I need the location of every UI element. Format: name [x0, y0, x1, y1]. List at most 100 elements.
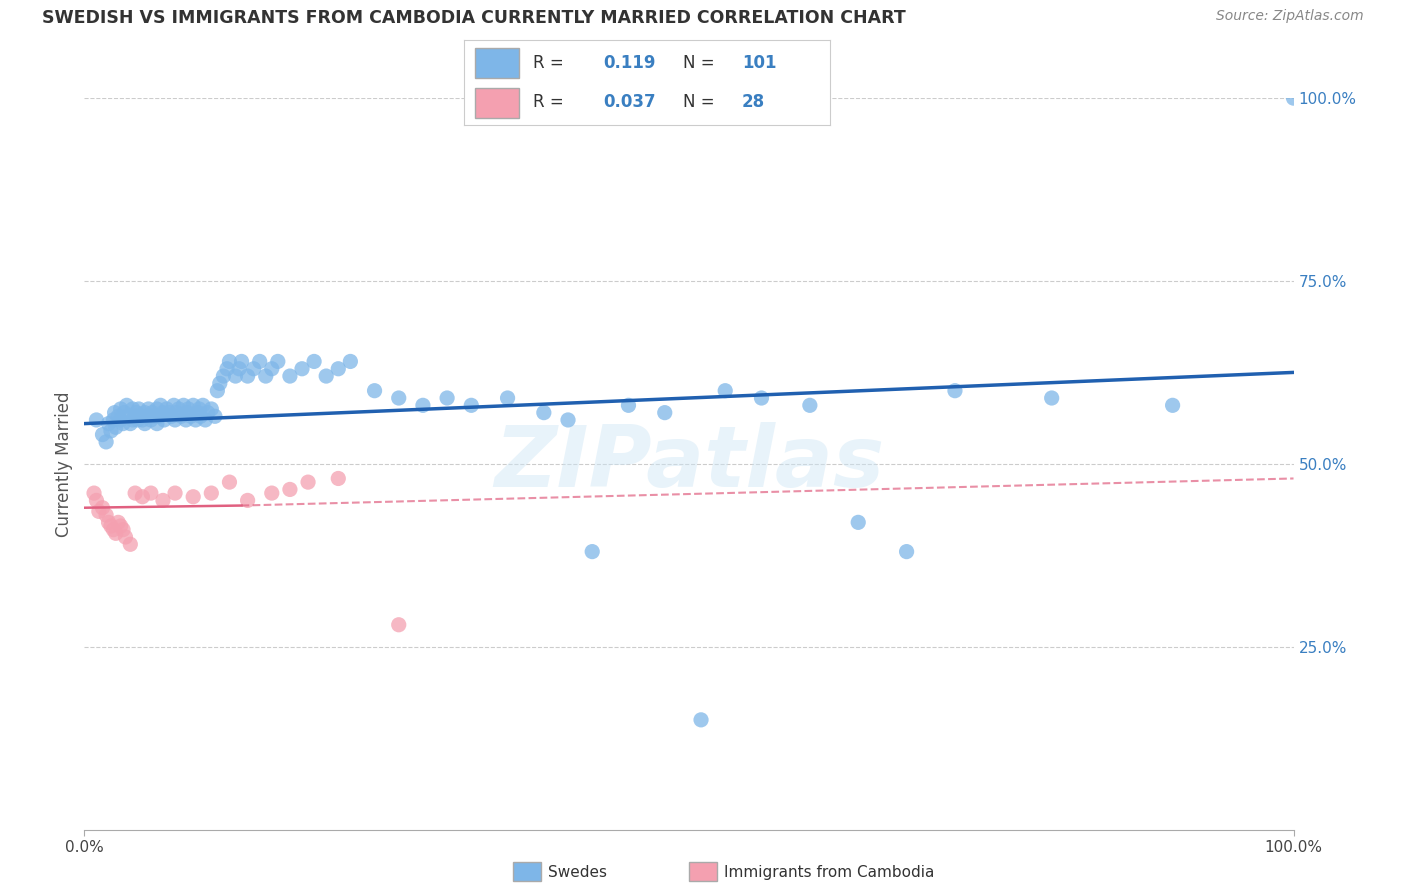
- Point: [581, 544, 603, 558]
- Point: [208, 376, 231, 391]
- Point: [188, 402, 211, 417]
- Text: N =: N =: [683, 54, 714, 72]
- Text: 28: 28: [742, 93, 765, 111]
- Point: [187, 406, 209, 420]
- Point: [215, 361, 238, 376]
- Point: [218, 475, 240, 490]
- Point: [436, 391, 458, 405]
- Point: [617, 398, 640, 412]
- Point: [190, 409, 212, 424]
- Point: [173, 398, 195, 412]
- Point: [143, 409, 166, 424]
- Point: [242, 361, 264, 376]
- Point: [460, 398, 482, 412]
- Point: [236, 369, 259, 384]
- Point: [846, 516, 869, 530]
- Text: R =: R =: [533, 54, 564, 72]
- Point: [129, 409, 152, 424]
- Text: 0.119: 0.119: [603, 54, 655, 72]
- Text: SWEDISH VS IMMIGRANTS FROM CAMBODIA CURRENTLY MARRIED CORRELATION CHART: SWEDISH VS IMMIGRANTS FROM CAMBODIA CURR…: [42, 9, 905, 27]
- Point: [181, 490, 204, 504]
- Point: [104, 420, 127, 434]
- Point: [412, 398, 434, 412]
- Point: [155, 402, 177, 417]
- Point: [87, 504, 110, 518]
- Point: [160, 409, 183, 424]
- Point: [260, 486, 283, 500]
- Point: [124, 409, 146, 424]
- Point: [128, 402, 150, 417]
- Point: [690, 713, 713, 727]
- Point: [110, 413, 132, 427]
- Point: [94, 508, 117, 522]
- Point: [104, 526, 127, 541]
- Text: R =: R =: [533, 93, 564, 111]
- Point: [134, 406, 156, 420]
- Point: [1161, 398, 1184, 412]
- Point: [197, 406, 219, 420]
- Point: [157, 406, 180, 420]
- Point: [120, 537, 142, 551]
- Point: [228, 361, 250, 376]
- Point: [496, 391, 519, 405]
- Point: [180, 409, 202, 424]
- Text: 0.037: 0.037: [603, 93, 655, 111]
- Point: [141, 406, 163, 420]
- Point: [249, 354, 271, 368]
- Point: [278, 483, 301, 497]
- Point: [138, 402, 160, 417]
- Point: [125, 406, 148, 420]
- Point: [86, 413, 108, 427]
- Point: [943, 384, 966, 398]
- Point: [115, 398, 138, 412]
- Point: [218, 354, 240, 368]
- Point: [91, 500, 114, 515]
- Point: [181, 398, 204, 412]
- Point: [146, 417, 169, 431]
- Point: [136, 409, 159, 424]
- Point: [896, 544, 918, 558]
- Point: [267, 354, 290, 368]
- Y-axis label: Currently Married: Currently Married: [55, 391, 73, 537]
- Text: Source: ZipAtlas.com: Source: ZipAtlas.com: [1216, 9, 1364, 23]
- Point: [114, 530, 136, 544]
- Point: [315, 369, 337, 384]
- Point: [112, 406, 135, 420]
- Point: [200, 486, 222, 500]
- Point: [152, 406, 174, 420]
- Point: [131, 413, 153, 427]
- Point: [533, 406, 555, 420]
- Point: [236, 493, 259, 508]
- Point: [339, 354, 361, 368]
- Point: [231, 354, 253, 368]
- Point: [177, 402, 200, 417]
- Point: [225, 369, 247, 384]
- Point: [388, 617, 411, 632]
- Point: [212, 369, 235, 384]
- Point: [121, 413, 143, 427]
- Point: [654, 406, 676, 420]
- Point: [103, 413, 125, 427]
- Point: [297, 475, 319, 490]
- Point: [1040, 391, 1063, 405]
- FancyBboxPatch shape: [475, 48, 519, 78]
- Point: [104, 406, 127, 420]
- Point: [191, 398, 214, 412]
- Point: [97, 417, 120, 431]
- Point: [110, 402, 132, 417]
- Point: [91, 427, 114, 442]
- Point: [799, 398, 821, 412]
- Point: [83, 486, 105, 500]
- Point: [110, 519, 132, 533]
- Point: [112, 523, 135, 537]
- Point: [149, 398, 172, 412]
- Point: [86, 493, 108, 508]
- Point: [120, 417, 142, 431]
- Point: [557, 413, 579, 427]
- Point: [100, 424, 122, 438]
- Point: [254, 369, 277, 384]
- Text: 101: 101: [742, 54, 776, 72]
- Point: [167, 402, 190, 417]
- Text: N =: N =: [683, 93, 714, 111]
- Point: [328, 471, 350, 485]
